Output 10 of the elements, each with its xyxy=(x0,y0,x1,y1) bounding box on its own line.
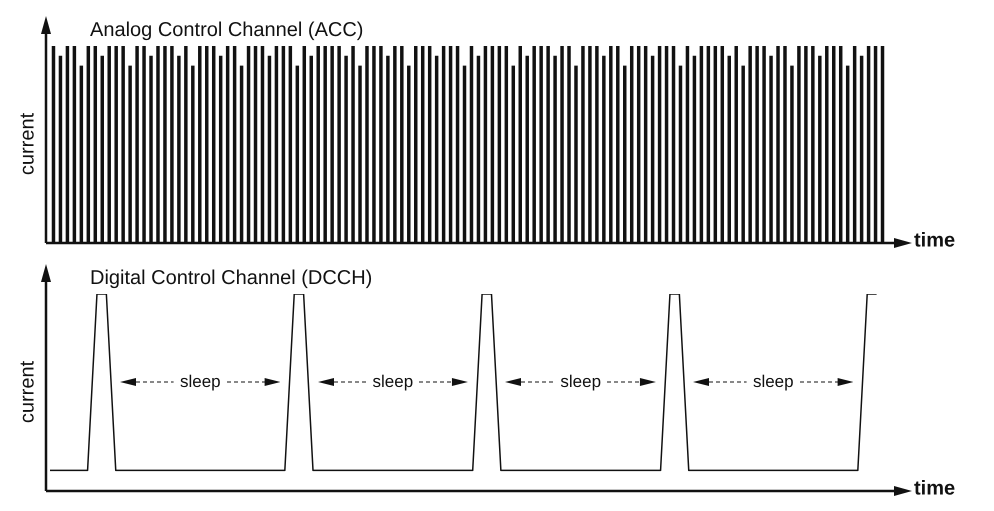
x-axis-title: time xyxy=(914,230,956,252)
y-axis-title: current xyxy=(16,112,39,176)
chart-title: Digital Control Channel (DCCH) xyxy=(90,267,372,289)
annotation: sleep xyxy=(752,372,794,392)
x-axis-title: time xyxy=(914,478,956,500)
y-axis-title: current xyxy=(16,360,39,424)
annotation: sleep xyxy=(560,372,602,392)
annotation: sleep xyxy=(372,372,414,392)
annotation: sleep xyxy=(180,372,221,392)
chart-title: Analog Control Channel (ACC) xyxy=(90,19,364,41)
